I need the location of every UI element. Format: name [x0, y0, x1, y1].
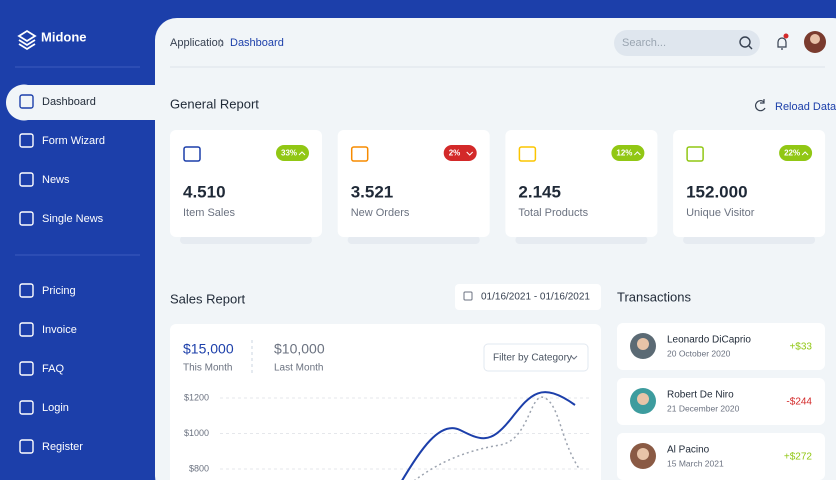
- user-avatar-face: [810, 34, 820, 44]
- breadcrumb-separator: [219, 38, 224, 48]
- calendar-icon: [463, 291, 473, 301]
- menu-icon: [19, 283, 34, 298]
- chart-line: [409, 396, 581, 484]
- card-shadow: [683, 236, 816, 244]
- transaction-date: 15 March 2021: [667, 458, 724, 468]
- date-range: 01/16/2021 - 01/16/2021: [481, 292, 590, 303]
- card-value: 2.145: [518, 182, 561, 201]
- brand-name: Midone: [41, 29, 87, 44]
- menu-item[interactable]: Invoice: [42, 324, 77, 336]
- trend-arrow: [634, 151, 641, 156]
- card-icon: [350, 146, 369, 162]
- menu-item[interactable]: News: [42, 174, 70, 186]
- menu-icon: [19, 211, 34, 226]
- card-shadow: [180, 236, 312, 244]
- trend-value: 2%: [449, 149, 461, 158]
- trend-arrow: [801, 151, 809, 156]
- filter-dropdown[interactable]: [483, 343, 589, 372]
- trend-value: 22%: [784, 149, 800, 158]
- reload-icon: [755, 99, 766, 112]
- menu-item[interactable]: Pricing: [42, 285, 76, 297]
- reload-button[interactable]: Reload Data: [775, 101, 836, 113]
- card-shadow: [347, 236, 480, 244]
- this-month-value: $15,000: [183, 341, 234, 357]
- transaction-name: Leonardo DiCaprio: [667, 335, 751, 346]
- menu-active-bg: [5, 84, 156, 121]
- trend-badge: [276, 145, 309, 161]
- menu-item[interactable]: FAQ: [42, 363, 64, 375]
- search-placeholder: Search...: [622, 37, 666, 49]
- card-icon: [183, 146, 201, 162]
- card-value: 152.000: [686, 182, 747, 201]
- menu-icon: [19, 361, 34, 376]
- notification-bell[interactable]: [777, 37, 787, 50]
- transaction-avatar-face: [637, 393, 649, 405]
- bottom-strip: [0, 480, 836, 484]
- notification-dot: [783, 33, 789, 39]
- search-box[interactable]: [614, 30, 760, 56]
- y-tick-label: $1200: [184, 392, 209, 402]
- card-label: Total Products: [518, 207, 588, 219]
- last-month-value: $10,000: [274, 341, 325, 357]
- card-icon: [518, 146, 537, 162]
- transaction-avatar-face: [637, 448, 649, 460]
- transaction-card[interactable]: [617, 433, 825, 480]
- chart-line: [399, 391, 576, 484]
- section-title: Transactions: [617, 289, 691, 304]
- brand-logo: [17, 29, 37, 51]
- trend-badge: [443, 145, 477, 161]
- menu-icon: [19, 94, 34, 109]
- y-tick-label: $800: [189, 463, 209, 473]
- this-month-label: This Month: [183, 363, 232, 374]
- card-label: Item Sales: [183, 207, 235, 219]
- transaction-name: Al Pacino: [667, 445, 710, 456]
- card-label: Unique Visitor: [686, 207, 755, 219]
- card-label: New Orders: [351, 207, 410, 219]
- transaction-amount: +$272: [784, 452, 813, 463]
- breadcrumb[interactable]: Dashboard: [230, 37, 284, 49]
- filter-label: Filter by Category: [493, 353, 572, 364]
- menu-item[interactable]: Form Wizard: [42, 135, 105, 147]
- date-picker[interactable]: [455, 284, 601, 310]
- trend-arrow: [298, 151, 306, 156]
- card-value: 3.521: [351, 182, 394, 201]
- card-shadow: [515, 236, 648, 244]
- transaction-date: 20 October 2020: [667, 348, 731, 358]
- menu-item[interactable]: Register: [42, 441, 83, 453]
- menu-icon: [19, 172, 34, 187]
- menu-item[interactable]: Login: [42, 402, 69, 414]
- card-value: 4.510: [183, 182, 226, 201]
- trend-badge: [779, 145, 813, 161]
- trend-arrow: [466, 151, 474, 156]
- card-icon: [686, 146, 704, 162]
- menu-icon: [19, 322, 34, 337]
- last-month-label: Last Month: [274, 363, 323, 374]
- transaction-avatar-face: [637, 338, 649, 350]
- trend-value: 12%: [616, 149, 632, 158]
- dropdown-arrow: [570, 355, 578, 360]
- trend-value: 33%: [281, 149, 297, 158]
- section-title: Sales Report: [170, 291, 246, 306]
- menu-item[interactable]: Dashboard: [42, 96, 96, 108]
- transaction-date: 21 December 2020: [667, 403, 740, 413]
- trend-badge: [611, 145, 645, 161]
- menu-icon: [19, 439, 34, 454]
- transaction-card[interactable]: [617, 378, 825, 425]
- transaction-card[interactable]: [617, 323, 825, 370]
- transaction-amount: -$244: [786, 397, 812, 408]
- transaction-amount: +$33: [789, 342, 812, 353]
- menu-item[interactable]: Single News: [42, 213, 104, 225]
- menu-icon: [19, 400, 34, 415]
- menu-icon: [19, 133, 34, 148]
- breadcrumb[interactable]: Application: [170, 37, 224, 49]
- transaction-name: Robert De Niro: [667, 390, 734, 401]
- y-tick-label: $1000: [184, 428, 209, 438]
- search-icon: [739, 36, 753, 50]
- section-title: General Report: [170, 96, 259, 111]
